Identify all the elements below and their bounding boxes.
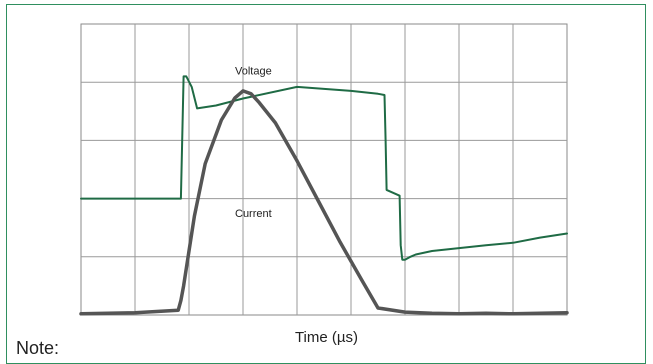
series-label-voltage: Voltage <box>235 66 272 78</box>
plot-area <box>80 23 568 316</box>
series-group <box>79 75 569 316</box>
waveform-chart: Voltage Current <box>79 23 569 316</box>
series-line-current <box>79 89 569 316</box>
series-line-voltage <box>80 75 568 261</box>
series-label-current: Current <box>235 208 272 220</box>
note-label: Note: <box>16 338 60 358</box>
series-labels: Voltage Current <box>235 66 272 221</box>
x-axis-label: Time (µs) <box>294 329 359 346</box>
